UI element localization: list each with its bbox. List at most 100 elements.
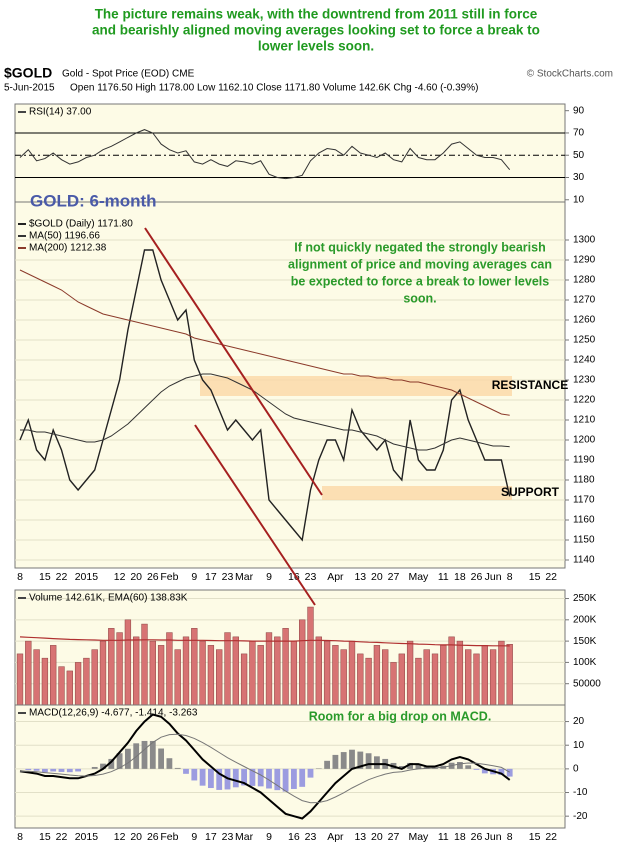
bar <box>398 653 405 706</box>
bar <box>50 645 57 706</box>
bar <box>415 657 422 706</box>
bar <box>58 768 65 772</box>
bar <box>440 645 447 706</box>
x-tick-label: 23 <box>222 571 234 583</box>
x-tick-label: 26 <box>471 571 483 583</box>
bar <box>357 653 364 706</box>
bar <box>274 768 281 791</box>
x-tick-label: 20 <box>130 571 142 583</box>
x-tick-label: Jun <box>485 831 502 843</box>
x-tick-label: 26 <box>147 831 159 843</box>
bar <box>183 768 189 774</box>
bar <box>398 766 405 769</box>
x-tick-label: 22 <box>56 571 68 583</box>
x-tick-label: 17 <box>205 571 217 583</box>
bar <box>199 640 206 706</box>
line <box>19 249 511 542</box>
x-tick-label: 9 <box>266 831 272 843</box>
bar <box>290 640 298 706</box>
bar <box>249 768 256 786</box>
bar <box>465 649 472 706</box>
trendlines <box>144 227 323 606</box>
bar <box>58 666 65 706</box>
bar <box>323 640 331 706</box>
y-tick-label: 1190 <box>573 455 595 466</box>
x-tick-label: 18 <box>454 571 466 583</box>
y-tick-label: 100K <box>573 657 597 668</box>
bar <box>340 752 347 769</box>
x-tick-label: 11 <box>438 571 449 583</box>
bar <box>307 768 314 778</box>
bar <box>481 645 488 706</box>
bar <box>423 649 430 706</box>
y-tick-label: 1240 <box>573 355 596 366</box>
line <box>20 373 510 451</box>
bar <box>124 619 132 706</box>
bar <box>141 740 148 769</box>
x-tick-label: Jun <box>485 571 502 583</box>
bar <box>91 766 98 769</box>
bar <box>348 640 356 706</box>
bar <box>116 632 123 706</box>
line <box>19 269 510 416</box>
annotation: be expected to force a break to lower le… <box>291 274 549 288</box>
bar <box>91 649 98 706</box>
bar <box>357 751 364 769</box>
y-tick-label: 70 <box>573 128 585 139</box>
bar <box>456 640 464 706</box>
x-tick-label: Mar <box>235 571 254 583</box>
bar <box>174 649 181 706</box>
bar <box>232 636 239 706</box>
y-tick-label: -10 <box>573 787 588 798</box>
line <box>19 636 510 647</box>
bar <box>224 632 231 706</box>
legend-label: $GOLD (Daily) 1171.80 <box>29 219 133 230</box>
bar <box>166 758 173 769</box>
panel-title: GOLD: 6-month <box>30 191 157 210</box>
y-tick-label: 1160 <box>573 515 595 526</box>
bar <box>41 657 49 706</box>
bar <box>75 768 82 772</box>
x-tick-label: 17 <box>205 831 217 843</box>
x-tick-label: 22 <box>545 831 557 843</box>
y-tick-label: 1230 <box>573 375 596 386</box>
x-tick-label: 27 <box>388 831 400 843</box>
y-tick-label: 1170 <box>573 495 595 506</box>
bar <box>332 754 339 769</box>
x-tick-label: 8 <box>507 571 513 583</box>
y-tick-label: 1300 <box>573 235 596 246</box>
bar <box>282 768 289 792</box>
bar <box>133 636 140 706</box>
x-tick-label: 23 <box>305 571 317 583</box>
bar <box>149 640 156 706</box>
bar <box>124 748 131 769</box>
bar <box>182 636 190 706</box>
description: Gold - Spot Price (EOD) CME <box>62 69 195 80</box>
bar <box>324 760 331 769</box>
bar <box>481 768 488 774</box>
y-tick-label: 90 <box>573 105 585 116</box>
bar <box>506 644 513 706</box>
legend-label: MA(50) 1196.66 <box>29 231 100 242</box>
y-tick-label: 250K <box>573 593 597 604</box>
x-tick-label: May <box>408 571 429 583</box>
x-tick-label: 11 <box>438 831 449 843</box>
bar <box>241 768 248 786</box>
y-tick-label: 0 <box>573 764 579 775</box>
y-tick-label: 30 <box>573 172 585 183</box>
y-tick-label: 1200 <box>573 435 596 446</box>
bar <box>174 767 181 769</box>
bar <box>373 756 380 769</box>
bar <box>149 740 156 769</box>
x-tick-label: 18 <box>454 831 466 843</box>
y-tick-label: -20 <box>573 811 588 822</box>
bar <box>406 640 414 706</box>
bar <box>257 768 264 787</box>
bar <box>232 768 239 788</box>
x-tick-label: 20 <box>130 831 142 843</box>
bar <box>207 768 214 789</box>
bar <box>506 768 513 777</box>
x-tick-label: 26 <box>471 831 483 843</box>
bar <box>74 662 82 706</box>
